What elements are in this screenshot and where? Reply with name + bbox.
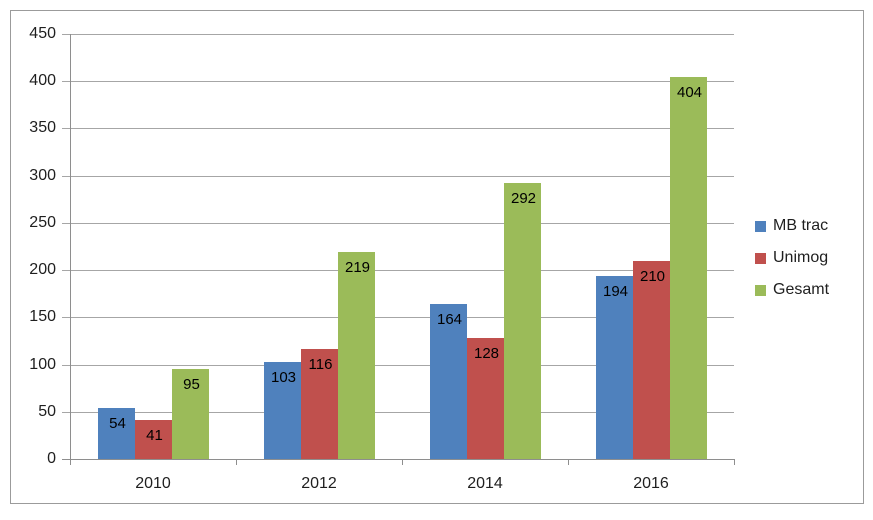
y-tick-label: 0: [47, 450, 56, 467]
legend-label: Unimog: [773, 249, 829, 266]
legend-label: Gesamt: [773, 281, 830, 298]
bar-Unimog-2012: [301, 349, 338, 459]
bar-Gesamt-2016: [670, 77, 707, 459]
bar-value-label: 210: [639, 268, 666, 285]
bar-value-label: 103: [270, 369, 297, 386]
chart-frame: 54 41 95 103 116 219 164 128 292 194 210 404 0 50 100…: [10, 10, 864, 504]
legend-label: MB trac: [773, 217, 829, 234]
gridline-300: [62, 176, 734, 177]
bar-Gesamt-2014: [504, 183, 541, 459]
gridline-400: [62, 81, 734, 82]
legend-item-Gesamt: Gesamt: [755, 281, 829, 299]
bar-Unimog-2016: [633, 261, 670, 459]
y-tick-label: 300: [29, 167, 56, 184]
y-tick-label: 450: [29, 25, 56, 42]
x-axis-tick: [236, 459, 237, 465]
gridline-150: [62, 317, 734, 318]
x-axis-tick: [402, 459, 403, 465]
x-tick-label-2014: 2014: [467, 475, 503, 492]
gridline-450: [62, 34, 734, 35]
bar-Unimog-2010: [135, 420, 172, 459]
legend-swatch: [755, 252, 766, 264]
x-tick-label-2010: 2010: [135, 475, 171, 492]
x-tick-label-2016: 2016: [633, 475, 669, 492]
legend-swatch: [755, 284, 766, 296]
y-tick-label: 150: [29, 308, 56, 325]
y-tick-label: 350: [29, 119, 56, 136]
bar-value-label: 54: [109, 415, 126, 432]
gridline-350: [62, 128, 734, 129]
gridline-250: [62, 223, 734, 224]
y-tick-label: 100: [29, 356, 56, 373]
gridline-200: [62, 270, 734, 271]
bar-value-label: 292: [510, 190, 537, 207]
y-tick-label: 400: [29, 72, 56, 89]
legend: MB trac Unimog Gesamt: [755, 217, 829, 299]
bar-MB trac-2014: [430, 304, 467, 459]
y-axis-line: [70, 34, 71, 459]
bar-value-label: 128: [473, 345, 500, 362]
gridline-100: [62, 365, 734, 366]
x-tick-label-2012: 2012: [301, 475, 337, 492]
bar-value-label: 41: [146, 427, 163, 444]
x-axis-tick: [734, 459, 735, 465]
bar-Unimog-2014: [467, 338, 504, 459]
bar-value-label: 404: [676, 84, 703, 101]
y-tick-label: 250: [29, 214, 56, 231]
y-tick-label: 200: [29, 261, 56, 278]
gridline-50: [62, 412, 734, 413]
legend-swatch: [755, 220, 766, 232]
legend-item-Unimog: Unimog: [755, 249, 829, 267]
bar-value-label: 219: [344, 259, 371, 276]
x-axis-tick: [568, 459, 569, 465]
bar-MB trac-2012: [264, 362, 301, 459]
bar-Gesamt-2012: [338, 252, 375, 459]
bar-value-label: 164: [436, 311, 463, 328]
gridline-0: [62, 459, 734, 460]
bar-Gesamt-2010: [172, 369, 209, 459]
legend-item-MB trac: MB trac: [755, 217, 829, 235]
bar-MB trac-2010: [98, 408, 135, 459]
bar-value-label: 116: [308, 356, 333, 373]
bar-value-label: 194: [602, 283, 629, 300]
y-tick-label: 50: [38, 403, 56, 420]
bar-MB trac-2016: [596, 276, 633, 459]
bar-value-label: 95: [183, 376, 200, 393]
x-axis-tick: [70, 459, 71, 465]
